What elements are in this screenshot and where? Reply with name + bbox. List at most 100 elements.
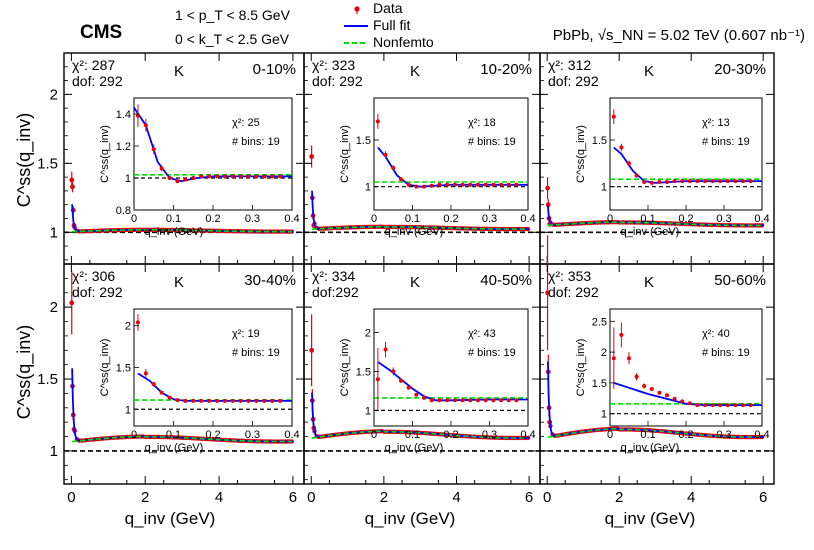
nonfemto-line xyxy=(547,221,763,227)
inset-x-tick-label: 0.3 xyxy=(482,429,497,441)
inset-data-point xyxy=(375,377,380,382)
inset-data-point xyxy=(468,182,473,187)
nonfemto-line xyxy=(72,435,292,443)
inset-data-point xyxy=(183,177,188,182)
y-tick-label: 2 xyxy=(50,299,58,316)
inset-data-point xyxy=(406,385,411,390)
inset-bins-label: # bins: 19 xyxy=(702,347,750,359)
inset-data-point xyxy=(199,398,204,403)
inset-data-point xyxy=(429,183,434,188)
inset-data-point xyxy=(733,403,738,408)
inset-data-point xyxy=(143,123,148,128)
inset-x-title: q_inv (GeV) xyxy=(145,442,204,454)
inset-data-point xyxy=(159,166,164,171)
dof-label: dof: 292 xyxy=(72,73,123,89)
pair-label: K xyxy=(410,63,420,80)
inset-chi2-label: χ²: 13 xyxy=(702,117,730,129)
inset-data-point xyxy=(748,403,753,408)
inset-data-point xyxy=(151,382,156,387)
centrality-label: 0-10% xyxy=(253,61,296,78)
inset-x-tick-label: 0 xyxy=(131,429,137,441)
inset-frame xyxy=(133,308,293,427)
inset-data-point xyxy=(254,398,259,403)
inset-x-title: q_inv (GeV) xyxy=(385,226,444,238)
inset-y-tick-label: 1 xyxy=(365,182,371,194)
inset: 0 0.1 0.2 0.3 0.4 1 1.5 2 q_inv (GeV) C^ss(q_inv)… xyxy=(99,308,300,454)
chi2-label: χ²: 306 xyxy=(72,268,115,284)
chi2-label: χ²: 334 xyxy=(312,268,355,284)
inset-x-tick-label: 0.4 xyxy=(520,213,535,225)
inset-data-point xyxy=(725,403,730,408)
inset-data-point xyxy=(143,371,148,376)
inset-x-title: q_inv (GeV) xyxy=(621,226,680,238)
inset-x-tick-label: 0.1 xyxy=(405,429,420,441)
chi2-label: χ²: 287 xyxy=(72,57,115,73)
inset-x-tick-label: 0.4 xyxy=(754,429,769,441)
inset-y-tick-label: 1 xyxy=(601,409,607,421)
inset-y-tick-label: 2.5 xyxy=(592,316,607,328)
inset-data-point xyxy=(414,184,419,189)
inset-data-point xyxy=(191,176,196,180)
inset-data-point xyxy=(222,174,227,179)
inset-data-point xyxy=(687,401,692,406)
inset-bins-label: # bins: 19 xyxy=(232,347,280,359)
data-point xyxy=(309,347,315,353)
inset-y-title: C^ss(q_inv) xyxy=(339,339,351,397)
data-point xyxy=(545,185,550,191)
inset-data-point xyxy=(460,398,465,403)
inset-data-point xyxy=(499,182,504,187)
inset-data-point xyxy=(710,403,715,408)
inset-data-point xyxy=(230,398,235,403)
inset-data-point xyxy=(634,173,639,178)
inset-x-tick-label: 0.3 xyxy=(482,213,497,225)
inset-y-tick-label: 1 xyxy=(365,405,371,417)
inset-data-point xyxy=(649,387,654,392)
inset-x-tick-label: 0 xyxy=(131,213,137,225)
inset-data-point xyxy=(230,174,235,179)
inset-x-tick-label: 0.2 xyxy=(678,429,693,441)
inset-y-tick-label: 1 xyxy=(601,182,607,194)
inset-data-point xyxy=(657,390,662,395)
inset-y-tick-label: 1 xyxy=(125,404,131,416)
pair-label: K xyxy=(644,63,654,80)
inset-data-point xyxy=(619,332,624,337)
x-tick-label: 4 xyxy=(452,489,460,506)
inset-x-tick-label: 0.4 xyxy=(284,213,299,225)
inset-frame xyxy=(609,308,763,427)
inset-chi2-label: χ²: 19 xyxy=(232,328,260,340)
inset: 0 0.1 0.2 0.3 0.4 1 1.5 2 q_inv (GeV) C^ss(q_inv)… xyxy=(339,308,536,454)
inset-data-point xyxy=(254,174,259,179)
inset-data-point xyxy=(452,398,457,403)
inset-y-title: C^ss(q_inv) xyxy=(339,125,351,183)
inset-data-point xyxy=(460,182,465,187)
inset-data-point xyxy=(452,182,457,187)
inset-data-point xyxy=(414,392,419,397)
inset-y-tick-label: 1.2 xyxy=(116,141,131,153)
y-tick-label: 1 xyxy=(50,443,58,460)
inset-data-point xyxy=(491,182,496,187)
x-tick-label: 6 xyxy=(525,489,533,506)
inset-x-tick-label: 0.2 xyxy=(205,429,220,441)
panel-frame xyxy=(539,263,775,485)
inset-frame xyxy=(373,97,529,211)
y-tick-label: 1.5 xyxy=(37,371,58,388)
inset-data-point xyxy=(665,393,669,398)
x-tick-label: 6 xyxy=(759,489,767,506)
inset-data-point xyxy=(475,182,480,187)
inset-bins-label: # bins: 19 xyxy=(468,136,516,148)
y-axis-title-top: C^ss(q_inv) xyxy=(14,113,35,207)
data-point xyxy=(545,202,551,208)
chi2-label: χ²: 353 xyxy=(548,268,591,284)
inset-data-point xyxy=(262,398,267,403)
x-tick-label: 4 xyxy=(215,489,223,506)
inset-x-tick-label: 0.3 xyxy=(716,213,731,225)
x-tick-label: 0 xyxy=(67,489,75,506)
pt-range-label: 1 < p_T < 8.5 GeV xyxy=(175,7,291,23)
inset-data-point xyxy=(238,174,243,179)
inset-data-point xyxy=(748,179,753,184)
inset-data-point xyxy=(167,395,172,400)
